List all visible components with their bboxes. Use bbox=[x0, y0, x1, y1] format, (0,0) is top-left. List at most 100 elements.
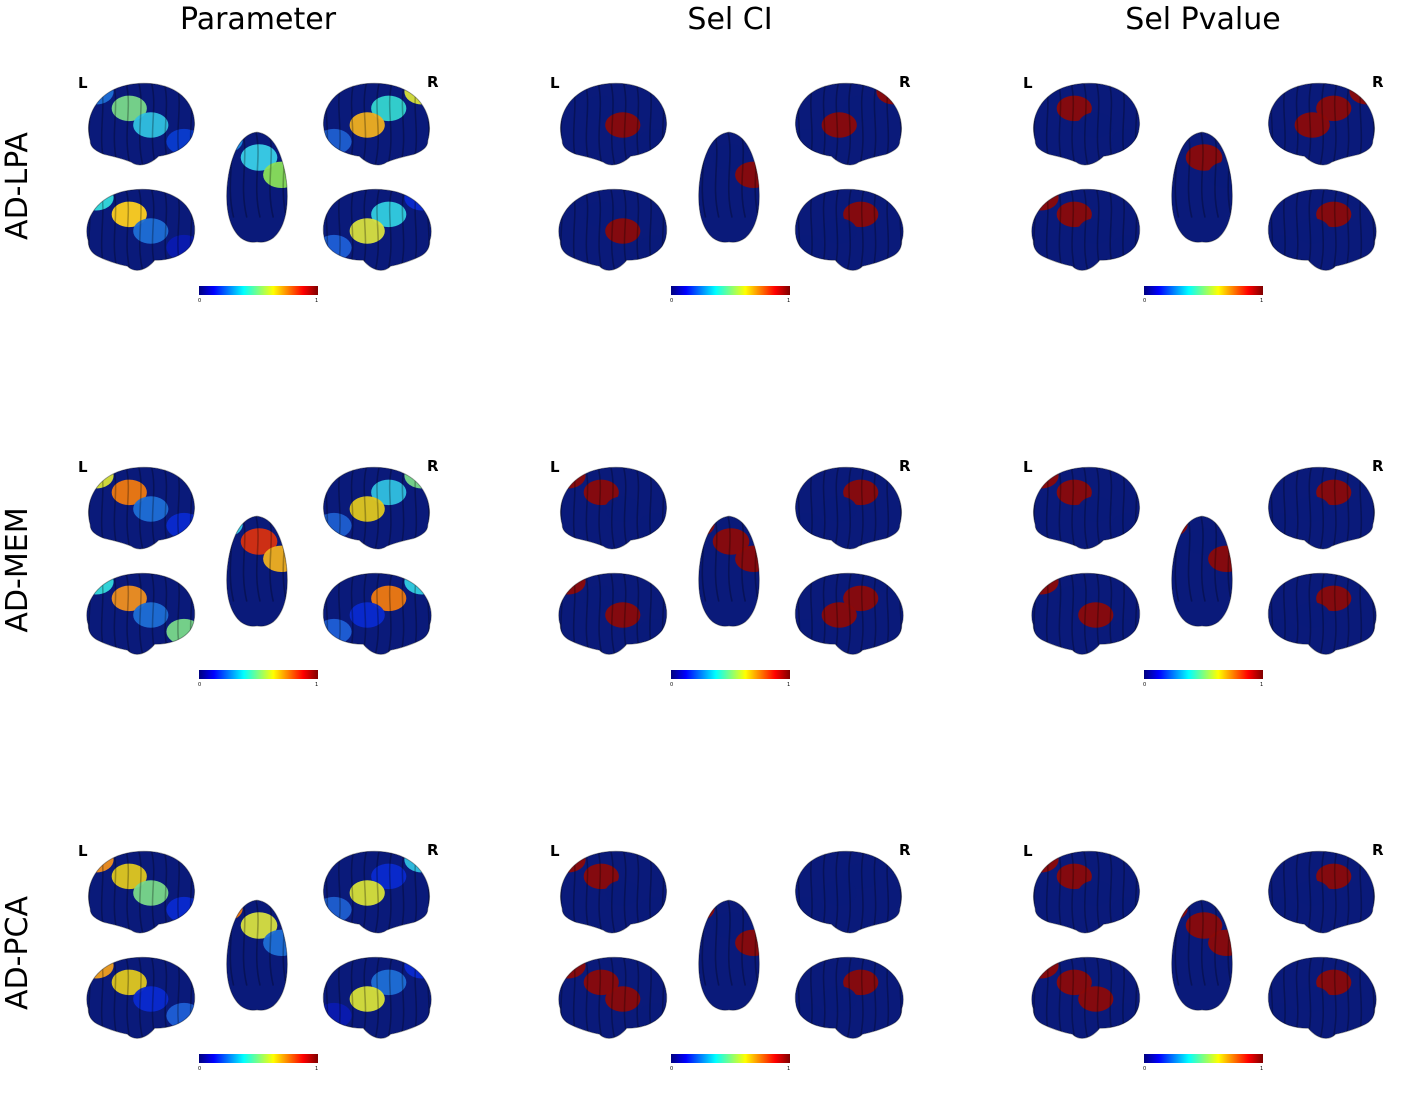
dorsal-brain bbox=[698, 899, 760, 1011]
right-lateral-brain bbox=[1268, 850, 1375, 934]
right-medial-brain bbox=[1267, 572, 1377, 655]
row-label: AD-LPA bbox=[0, 132, 35, 240]
left-lateral-brain bbox=[88, 850, 195, 934]
colorbar-max-label: 1 bbox=[1260, 298, 1264, 304]
left-hemisphere-label: L bbox=[78, 74, 88, 92]
dorsal-brain bbox=[226, 515, 288, 627]
colorbar-min-label: 0 bbox=[1143, 298, 1147, 304]
left-medial-brain bbox=[1031, 572, 1141, 655]
right-lateral-brain bbox=[323, 82, 430, 166]
colorbar bbox=[199, 670, 318, 679]
left-medial-brain bbox=[86, 572, 196, 655]
colorbar-max-label: 1 bbox=[315, 682, 319, 688]
left-hemisphere-label: L bbox=[550, 74, 560, 92]
right-hemisphere-label: R bbox=[427, 841, 439, 859]
colorbar-min-label: 0 bbox=[670, 298, 674, 304]
colorbar-min-label: 0 bbox=[670, 682, 674, 688]
brain-panel: L R 0 1 bbox=[78, 838, 462, 1098]
left-hemisphere-label: L bbox=[550, 842, 560, 860]
left-medial-brain bbox=[558, 572, 668, 655]
colorbar-max-label: 1 bbox=[315, 298, 319, 304]
left-hemisphere-label: L bbox=[78, 458, 88, 476]
colorbar-min-label: 0 bbox=[198, 298, 202, 304]
left-lateral-brain bbox=[1033, 466, 1140, 550]
row-label: AD-MEM bbox=[0, 507, 35, 633]
right-lateral-brain bbox=[1268, 82, 1375, 166]
right-hemisphere-label: R bbox=[1372, 457, 1384, 475]
right-lateral-brain bbox=[795, 466, 902, 550]
brain-panel: L R 0 1 bbox=[550, 454, 934, 714]
right-lateral-brain bbox=[795, 82, 902, 166]
right-medial-brain bbox=[322, 188, 432, 271]
column-title: Parameter bbox=[179, 2, 337, 37]
left-medial-brain bbox=[1031, 188, 1141, 271]
colorbar bbox=[199, 1054, 318, 1063]
colorbar-min-label: 0 bbox=[198, 682, 202, 688]
brain-panel: L R 0 1 bbox=[1023, 70, 1407, 330]
colorbar-max-label: 1 bbox=[787, 298, 791, 304]
colorbar-max-label: 1 bbox=[315, 1066, 319, 1072]
left-lateral-brain bbox=[1033, 850, 1140, 934]
colorbar-max-label: 1 bbox=[787, 682, 791, 688]
right-lateral-brain bbox=[323, 850, 430, 934]
left-medial-brain bbox=[86, 188, 196, 271]
right-hemisphere-label: R bbox=[427, 457, 439, 475]
colorbar-max-label: 1 bbox=[1260, 1066, 1264, 1072]
colorbar bbox=[671, 1054, 790, 1063]
left-medial-brain bbox=[86, 956, 196, 1039]
left-medial-brain bbox=[558, 956, 668, 1039]
colorbar-max-label: 1 bbox=[1260, 682, 1264, 688]
left-hemisphere-label: L bbox=[1023, 842, 1033, 860]
right-medial-brain bbox=[794, 572, 904, 655]
left-lateral-brain bbox=[88, 466, 195, 550]
left-lateral-brain bbox=[560, 466, 667, 550]
right-hemisphere-label: R bbox=[899, 457, 911, 475]
left-hemisphere-label: L bbox=[1023, 74, 1033, 92]
left-lateral-brain bbox=[88, 82, 195, 166]
colorbar bbox=[671, 670, 790, 679]
left-medial-brain bbox=[1031, 956, 1141, 1039]
left-hemisphere-label: L bbox=[550, 458, 560, 476]
brain-panel: L R 0 1 bbox=[550, 838, 934, 1098]
row-label: AD-PCA bbox=[0, 896, 35, 1011]
colorbar bbox=[671, 286, 790, 295]
brain-panel: L R 0 1 bbox=[550, 70, 934, 330]
right-medial-brain bbox=[1267, 956, 1377, 1039]
right-hemisphere-label: R bbox=[1372, 841, 1384, 859]
right-lateral-brain bbox=[1268, 466, 1375, 550]
right-medial-brain bbox=[1267, 188, 1377, 271]
column-title: Sel CI bbox=[687, 2, 773, 37]
dorsal-brain bbox=[698, 131, 760, 243]
column-title: Sel Pvalue bbox=[1125, 2, 1281, 37]
brain-panel: L R 0 1 bbox=[1023, 838, 1407, 1098]
dorsal-brain bbox=[226, 899, 288, 1011]
dorsal-brain bbox=[1171, 899, 1233, 1011]
colorbar bbox=[1144, 286, 1263, 295]
right-hemisphere-label: R bbox=[899, 73, 911, 91]
brain-panel: L R 0 1 bbox=[78, 454, 462, 714]
dorsal-brain bbox=[1171, 515, 1233, 627]
colorbar bbox=[199, 286, 318, 295]
colorbar-min-label: 0 bbox=[1143, 682, 1147, 688]
right-medial-brain bbox=[794, 188, 904, 271]
brain-panel: L R 0 1 bbox=[1023, 454, 1407, 714]
colorbar-min-label: 0 bbox=[198, 1066, 202, 1072]
colorbar-min-label: 0 bbox=[670, 1066, 674, 1072]
colorbar-max-label: 1 bbox=[787, 1066, 791, 1072]
left-lateral-brain bbox=[1033, 82, 1140, 166]
colorbar-min-label: 0 bbox=[1143, 1066, 1147, 1072]
right-lateral-brain bbox=[323, 466, 430, 550]
left-lateral-brain bbox=[560, 82, 667, 166]
left-lateral-brain bbox=[560, 850, 667, 934]
left-hemisphere-label: L bbox=[78, 842, 88, 860]
dorsal-brain bbox=[1171, 131, 1233, 243]
dorsal-brain bbox=[698, 515, 760, 627]
right-hemisphere-label: R bbox=[427, 73, 439, 91]
left-medial-brain bbox=[558, 188, 668, 271]
right-hemisphere-label: R bbox=[899, 841, 911, 859]
right-medial-brain bbox=[794, 956, 904, 1039]
dorsal-brain bbox=[226, 131, 288, 243]
colorbar bbox=[1144, 670, 1263, 679]
brain-panel: L R 0 1 bbox=[78, 70, 462, 330]
colorbar bbox=[1144, 1054, 1263, 1063]
